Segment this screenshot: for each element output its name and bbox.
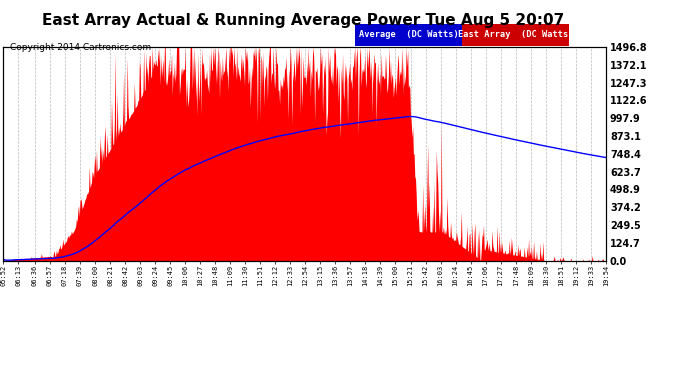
Text: East Array  (DC Watts): East Array (DC Watts) <box>458 30 573 39</box>
Text: East Array Actual & Running Average Power Tue Aug 5 20:07: East Array Actual & Running Average Powe… <box>43 13 564 28</box>
Text: Copyright 2014 Cartronics.com: Copyright 2014 Cartronics.com <box>10 43 152 52</box>
Text: Average  (DC Watts): Average (DC Watts) <box>359 30 459 39</box>
